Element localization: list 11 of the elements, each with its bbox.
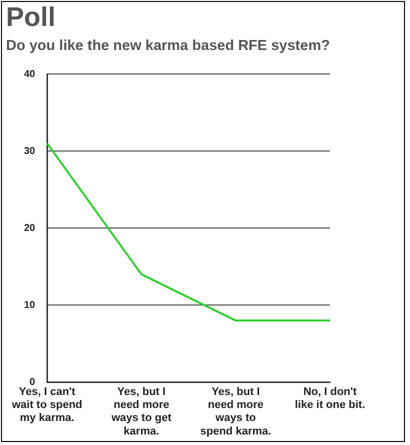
y-tick-label: 30 <box>24 146 36 157</box>
y-tick-label: 10 <box>24 300 36 311</box>
x-tick-label: Yes, I can't wait to spend my karma. <box>10 386 82 424</box>
y-tick-label: 0 <box>30 376 36 388</box>
y-tick-label: 40 <box>24 68 36 80</box>
x-tick-label: Yes, but I need more ways to spend karma. <box>200 386 272 438</box>
x-tick-label: No, I don't like it one bit. <box>294 386 366 412</box>
x-tick-label: Yes, but I need more ways to get karma. <box>110 386 172 438</box>
chart-subtitle: Do you like the new karma based RFE system? <box>6 38 330 54</box>
y-tick-label: 20 <box>24 222 36 234</box>
chart-title: Poll <box>6 2 56 33</box>
